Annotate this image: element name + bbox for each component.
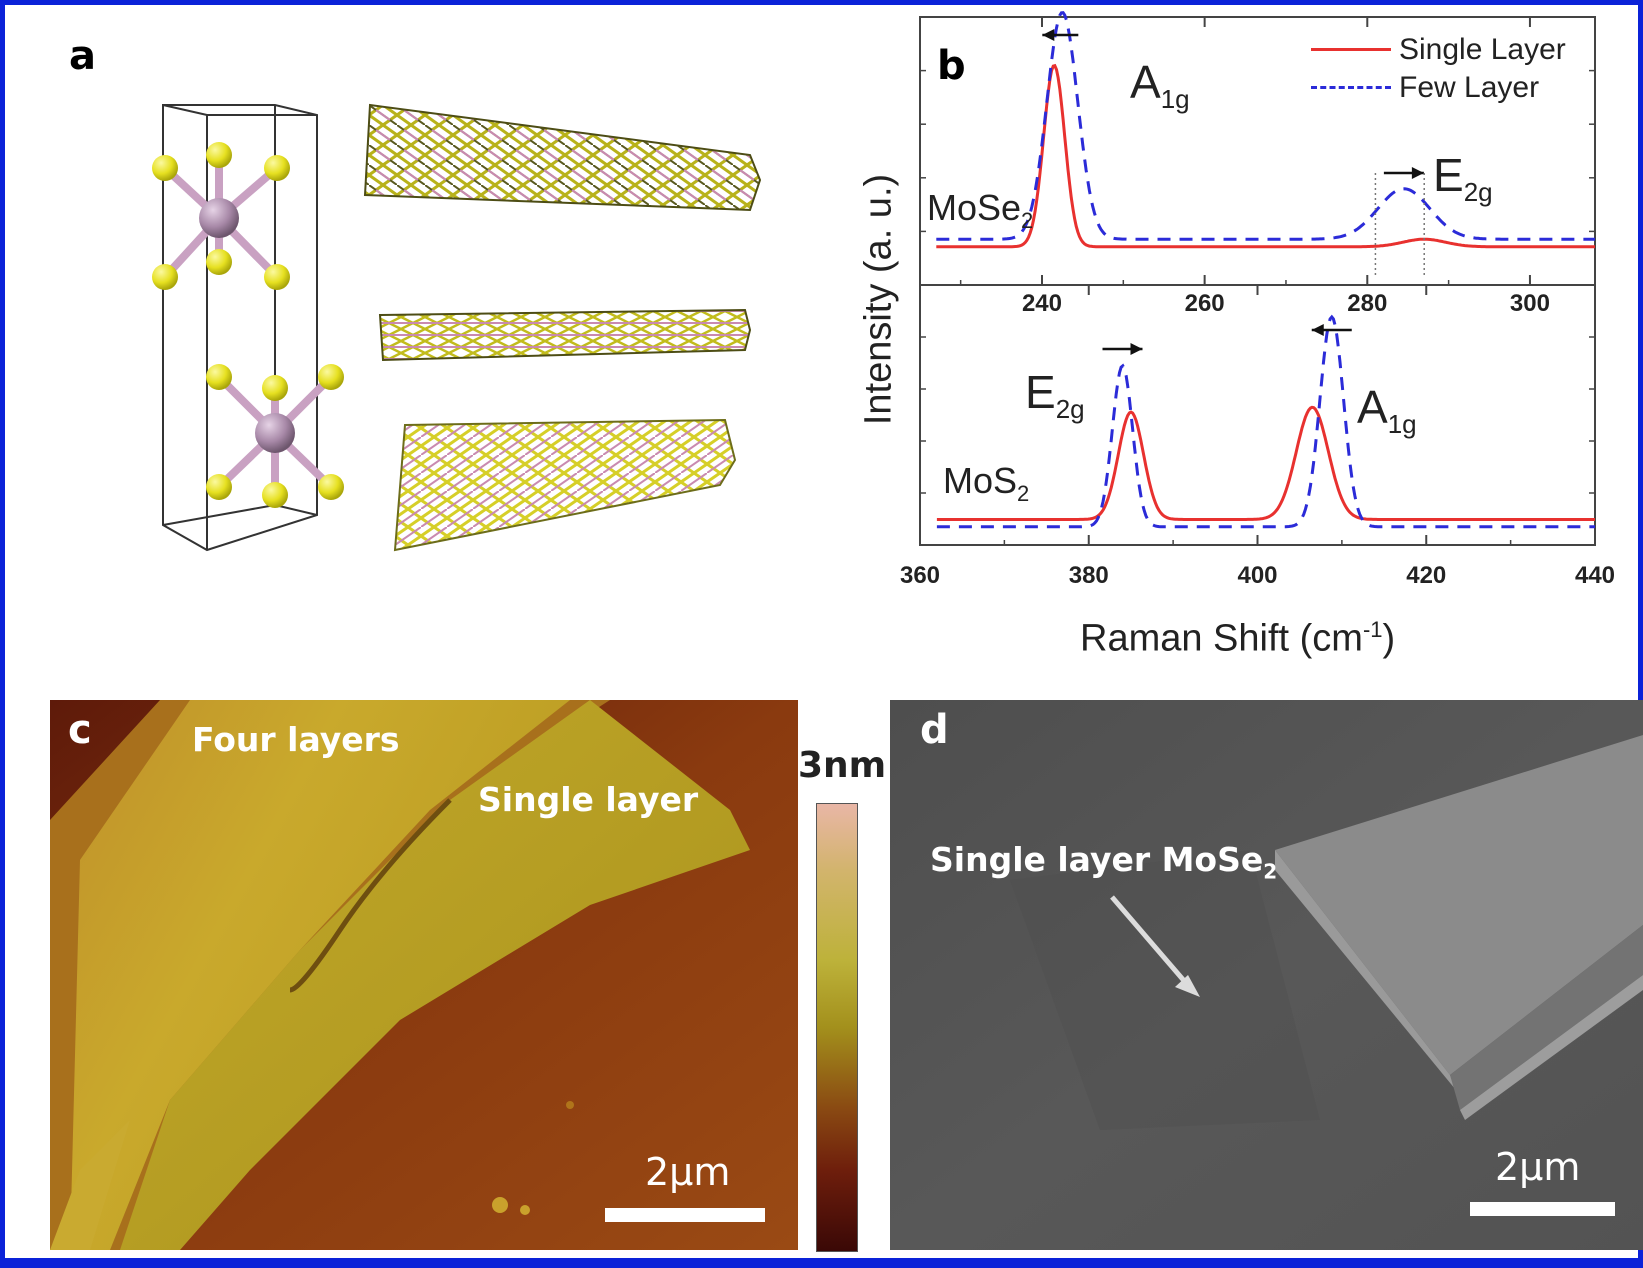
lattice-sheet-middle — [378, 308, 752, 362]
sem-annotation: Single layer MoSe2 — [930, 840, 1278, 884]
x-tick-label: 240 — [1022, 290, 1062, 317]
legend-label-few: Few Layer — [1399, 71, 1540, 104]
panel-d-label: d — [920, 707, 949, 753]
legend-swatch-single — [1311, 48, 1391, 51]
colorbar — [816, 803, 858, 1252]
shift-arrowhead — [1042, 29, 1055, 41]
series-single-layer — [936, 405, 1595, 521]
x-tick-label: 380 — [1069, 562, 1109, 589]
legend-item-few: Few Layer — [1307, 69, 1597, 107]
y-axis-label: Intensity (a. u.) — [857, 173, 900, 426]
panel-c-label: c — [68, 707, 92, 753]
peak-label-e2g-mose2: E2g — [1433, 149, 1493, 208]
legend-item-single: Single Layer — [1307, 31, 1597, 69]
x-tick-label: 300 — [1510, 290, 1550, 317]
x-tick-label: 420 — [1406, 562, 1446, 589]
x-tick-label: 400 — [1237, 562, 1277, 589]
afm-image: Four layers Single layer 2μm — [50, 700, 798, 1250]
panel-a-label: a — [69, 33, 96, 79]
lattice-sheet-top — [363, 103, 762, 212]
panel-b-label: b — [937, 43, 966, 89]
shift-arrowhead — [1311, 324, 1324, 336]
se-atoms — [152, 142, 344, 508]
peak-label-e2g-mos2: E2g — [1025, 366, 1085, 425]
x-tick-label: 280 — [1347, 290, 1387, 317]
x-axis-label: Raman Shift (cm-1) — [1080, 617, 1396, 660]
peak-label-a1g-mose2: A1g — [1130, 56, 1190, 115]
shift-arrowhead — [1411, 167, 1424, 179]
scale-bar-c-text: 2μm — [645, 1150, 731, 1194]
scale-bar-d-text: 2μm — [1495, 1145, 1581, 1189]
mos2-label: MoS2 — [943, 460, 1030, 507]
panel-a-structure — [152, 103, 762, 552]
legend-swatch-few — [1311, 86, 1391, 89]
sem-image: Single layer MoSe2 2μm — [890, 700, 1643, 1250]
series-few-layer — [936, 11, 1595, 241]
x-tick-label: 440 — [1575, 562, 1615, 589]
mose2-label: MoSe2 — [927, 187, 1034, 234]
legend-label-single: Single Layer — [1399, 33, 1566, 66]
four-layers-label: Four layers — [192, 720, 400, 759]
peak-label-a1g-mos2: A1g — [1357, 381, 1417, 440]
shift-arrowhead — [1130, 343, 1143, 355]
lattice-sheet-bottom — [393, 418, 737, 552]
scale-bar-d — [1470, 1202, 1615, 1216]
scale-bar-c — [605, 1208, 765, 1222]
series-few-layer — [936, 314, 1595, 529]
colorbar-max-label: 3nm — [798, 745, 887, 786]
x-tick-label: 260 — [1185, 290, 1225, 317]
mo-atoms — [199, 198, 295, 453]
x-tick-label: 360 — [900, 562, 940, 589]
legend: Single Layer Few Layer — [1307, 31, 1597, 107]
raman-chart: 240 260 280 300 360 380 400 420 440 — [900, 11, 1615, 589]
single-layer-label: Single layer — [478, 780, 699, 819]
